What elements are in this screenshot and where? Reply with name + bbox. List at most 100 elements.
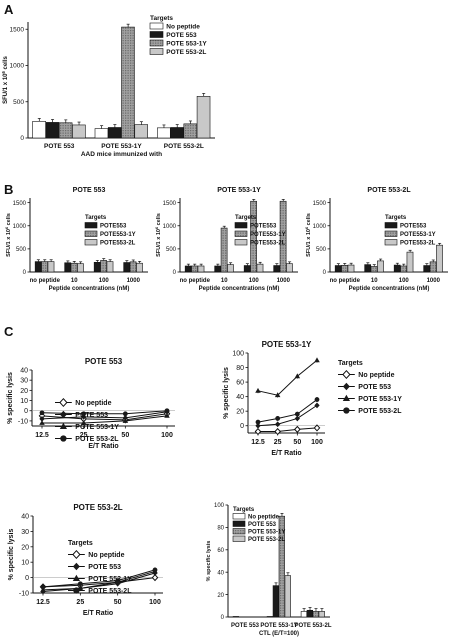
C4-legend-item: POTE 553-1Y bbox=[232, 528, 285, 536]
a-bar bbox=[94, 128, 109, 139]
A-legend-swatch bbox=[149, 22, 164, 30]
b2-bar bbox=[243, 265, 251, 273]
c1-point bbox=[80, 420, 87, 425]
c2-title: POTE 553-1Y bbox=[262, 340, 312, 349]
c3-xtick-label: 25 bbox=[76, 599, 84, 606]
c1-xtick-label: 25 bbox=[80, 432, 88, 439]
a-bar bbox=[32, 121, 46, 139]
c2-xlabel: E/T Ratio bbox=[271, 450, 301, 457]
a-bar bbox=[45, 122, 60, 139]
C4-legend-swatch bbox=[232, 513, 246, 520]
A-legend-title: Targets bbox=[150, 15, 173, 22]
C1-legend: No peptide POTE 553 POTE 553-1Y POTE 553-2L bbox=[55, 397, 119, 443]
a-bar bbox=[196, 96, 211, 139]
B2-legend-title: Targets bbox=[235, 215, 257, 221]
c2-point bbox=[275, 421, 281, 428]
c1-ytick-label: 40 bbox=[20, 368, 28, 375]
c2-point bbox=[294, 411, 300, 417]
B2-legend-item: POTE553-1Y bbox=[234, 230, 286, 238]
C3-legend: Targets No peptide POTE 553 POTE 553-1Y POTE… bbox=[68, 540, 132, 595]
c2-point bbox=[274, 392, 281, 398]
C2-legend-item: No peptide bbox=[338, 369, 395, 380]
c4-ytick-label: 80 bbox=[217, 526, 224, 532]
c4-ylabel: % specific lysis bbox=[206, 541, 212, 582]
c3-ylabel: % specific lysis bbox=[8, 529, 15, 581]
c2-xtick-label: 25 bbox=[274, 439, 282, 446]
c2-point bbox=[294, 415, 300, 422]
b2-bar bbox=[256, 263, 264, 273]
b3-bar bbox=[429, 261, 437, 273]
A-legend-swatch bbox=[149, 39, 164, 47]
C1-legend-item: POTE 553-2L bbox=[55, 435, 119, 443]
b3-bar bbox=[370, 266, 378, 273]
c1-ylabel: % specific lysis bbox=[7, 372, 14, 424]
c4-xtick-label: POTE 553 bbox=[231, 623, 260, 629]
C4-legend-swatch bbox=[232, 520, 246, 527]
C3-legend-marker bbox=[73, 587, 80, 594]
c1-point bbox=[122, 411, 128, 417]
C2-legend-title: Targets bbox=[338, 360, 363, 367]
c3-series-line bbox=[42, 577, 156, 588]
a-bar bbox=[170, 127, 184, 139]
c1-point bbox=[39, 420, 45, 425]
C2-legend-marker bbox=[342, 382, 350, 391]
C3-legend-title: Targets bbox=[68, 540, 93, 547]
c3-point bbox=[77, 581, 83, 587]
b2-xtick-label: 10 bbox=[221, 278, 228, 284]
c1-xlabel: E/T Ratio bbox=[88, 443, 118, 450]
C3-legend-item: POTE 553 bbox=[68, 562, 121, 571]
c2-point bbox=[314, 397, 320, 402]
c2-xtick-label: 100 bbox=[311, 439, 323, 446]
a-xlabel: AAD mice immunized with bbox=[81, 151, 162, 158]
b3-xtick-label: 10 bbox=[371, 278, 378, 284]
B2-legend: Targets POTE553 POTE553-1Y POTE553-2L bbox=[234, 215, 286, 247]
b2-bar bbox=[220, 227, 228, 273]
a-ytick-label: 0 bbox=[20, 135, 24, 142]
C1-legend-marker bbox=[59, 422, 68, 430]
b2-xtick-label: 1000 bbox=[277, 278, 291, 284]
c1-point bbox=[122, 414, 128, 421]
c1-xtick-label: 12.5 bbox=[35, 432, 49, 439]
c2-ylabel: % specific lysis bbox=[223, 367, 230, 419]
C1-legend-marker bbox=[59, 410, 67, 419]
C4-legend-item: POTE 553 bbox=[232, 520, 277, 528]
c3-ytick-label: 40 bbox=[21, 514, 29, 521]
c4-ytick-label: 100 bbox=[214, 503, 225, 509]
c2-xtick-label: 12.5 bbox=[251, 439, 265, 446]
B1-legend-swatch bbox=[84, 239, 98, 246]
B3-legend-swatch bbox=[384, 239, 398, 246]
b3-xtick-label: 100 bbox=[399, 278, 410, 284]
B3-legend-label: POTE553-2L bbox=[400, 241, 436, 247]
c1-point bbox=[164, 408, 170, 414]
C3-legend-marker bbox=[72, 562, 80, 571]
A-legend-item: No peptide bbox=[149, 22, 200, 31]
b3-ytick-label: 0 bbox=[323, 270, 327, 276]
c3-series-line bbox=[42, 572, 156, 592]
b3-bar bbox=[334, 265, 342, 273]
b1-bar bbox=[123, 262, 131, 273]
b1-bar bbox=[129, 261, 137, 273]
B2-legend-item: POTE553 bbox=[234, 222, 277, 230]
c2-point bbox=[314, 402, 320, 409]
c1-point bbox=[39, 410, 45, 416]
B1-legend-label: POTE553 bbox=[100, 224, 127, 230]
B1-legend-label: POTE553-2L bbox=[100, 241, 136, 247]
b1-bar bbox=[106, 261, 114, 273]
b2-bar bbox=[286, 263, 293, 273]
B2-legend-swatch bbox=[234, 230, 248, 237]
c4-xlabel: CTL (E/T=100) bbox=[259, 631, 299, 637]
b3-ylabel: SFU/1 x 106 cells bbox=[305, 213, 312, 257]
B1-legend-title: Targets bbox=[85, 215, 107, 221]
B3-legend-swatch bbox=[384, 230, 398, 237]
C3-legend-label: POTE 553-1Y bbox=[88, 576, 132, 583]
c1-xtick-label: 50 bbox=[121, 432, 129, 439]
b3-bar bbox=[406, 251, 414, 273]
c2-point bbox=[255, 419, 261, 425]
a-bar bbox=[121, 26, 135, 139]
b3-bar bbox=[364, 264, 372, 273]
C3-legend-label: POTE 553 bbox=[88, 564, 121, 571]
c1-ytick-label: 10 bbox=[20, 398, 28, 405]
C4-legend-label: POTE 553-1Y bbox=[248, 530, 285, 536]
